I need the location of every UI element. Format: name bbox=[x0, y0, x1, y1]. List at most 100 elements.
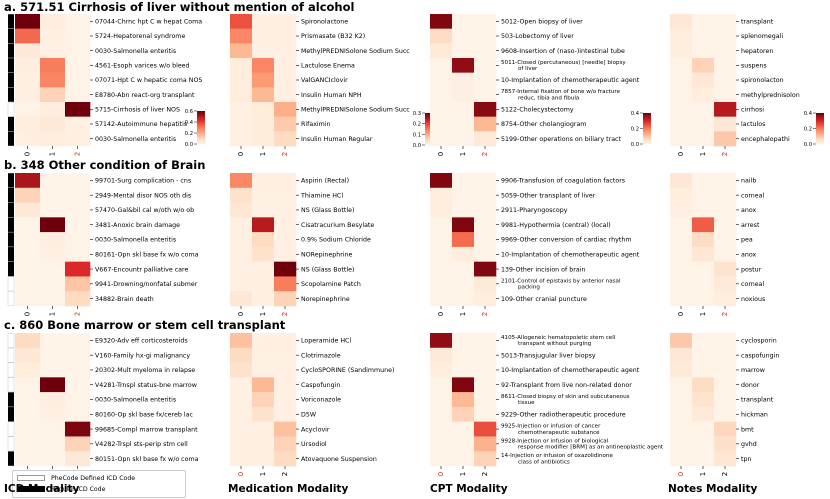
b-medication-cell bbox=[230, 187, 253, 203]
c-cpt-cell bbox=[452, 377, 475, 393]
a-cpt-cell bbox=[430, 28, 453, 44]
c-cpt-cell bbox=[452, 392, 475, 408]
b-notes-x-tick-label: 1 bbox=[699, 312, 707, 316]
c-medication-cell bbox=[230, 347, 253, 363]
a-cpt-colorbar-step bbox=[643, 135, 651, 138]
c-cpt-row-label: 9928-Injection or infusion of biological… bbox=[501, 438, 664, 450]
b-cpt-row-label: 10-Implantation of chemotherapeutic agen… bbox=[501, 251, 640, 258]
b-icd-cell bbox=[40, 202, 66, 218]
c-notes-cell bbox=[670, 347, 693, 363]
a-cpt-cell bbox=[430, 58, 453, 73]
b-icd-cell bbox=[15, 217, 41, 233]
b-notes-cell bbox=[670, 173, 693, 189]
a-icd-row-marker bbox=[8, 28, 14, 44]
c-notes-cell bbox=[714, 392, 737, 408]
a-cpt-colorbar-step bbox=[643, 115, 651, 117]
c-notes-cell bbox=[670, 406, 693, 422]
a-cpt-colorbar-step bbox=[643, 127, 651, 129]
a-medication-row-label: Prismasate (B32 K2) bbox=[301, 33, 365, 40]
a-cpt-x-tick-label: 0 bbox=[437, 152, 445, 156]
b-notes-cell bbox=[692, 246, 715, 262]
a-cpt-row-label: 5011-Closed (percutaneous) [needle] biop… bbox=[501, 60, 626, 72]
b-icd-cell bbox=[15, 261, 41, 277]
a-icd-colorbar-step bbox=[197, 137, 205, 139]
c-icd-row-label: E9320-Adv eff corticosteroids bbox=[95, 338, 188, 345]
c-icd-row-label: V4282-Trspl sts-perip stm cell bbox=[95, 441, 188, 448]
b-icd-cell bbox=[40, 217, 66, 233]
c-notes-x-tick-label: 0 bbox=[677, 472, 685, 476]
c-cpt-cell bbox=[430, 362, 453, 378]
c-notes-cell bbox=[714, 377, 737, 393]
c-cpt-row-label-line1: 9928-Injection or infusion of biological bbox=[501, 438, 609, 444]
b-medication-cell bbox=[252, 187, 275, 203]
a-notes-cell bbox=[714, 58, 737, 73]
a-notes-cell bbox=[692, 102, 715, 117]
b-medication-cell bbox=[230, 232, 253, 248]
a-icd-row-label: 07071-Hpt C w hepatic coma NOS bbox=[95, 77, 202, 84]
c-cpt-row-label-line1: 9925-Injection or infusion of cancer bbox=[501, 424, 601, 430]
a-cpt-cell bbox=[474, 43, 497, 59]
a-cpt-colorbar-step bbox=[643, 138, 651, 141]
a-cpt-cell bbox=[452, 58, 475, 73]
b-icd-cell bbox=[40, 246, 66, 262]
a-medication-cell bbox=[274, 87, 297, 103]
c-medication-row-label: Caspofungin bbox=[301, 382, 340, 389]
b-notes-cell bbox=[714, 173, 737, 189]
a-icd-colorbar-step bbox=[197, 127, 205, 129]
a-medication-cell bbox=[252, 72, 275, 88]
b-notes-cell bbox=[714, 276, 737, 292]
c-cpt-row-label-line1: 14-Injection or infusion of oxazolidinon… bbox=[501, 453, 613, 459]
a-medication-colorbar-step bbox=[425, 126, 433, 129]
b-notes-cell bbox=[670, 261, 693, 277]
a-icd-cell bbox=[40, 43, 66, 59]
a-medication-colorbar-step bbox=[425, 138, 433, 140]
c-icd-row-label: 99685-Compl marrow transplant bbox=[95, 426, 198, 433]
a-medication-cell bbox=[230, 43, 253, 59]
a-notes-colorbar-step bbox=[816, 133, 824, 135]
a-medication-x-tick-label: 1 bbox=[259, 152, 267, 156]
c-icd-row-label: 80160-Op skl base fx/cereb lac bbox=[95, 411, 193, 418]
a-cpt-colorbar-step bbox=[643, 116, 651, 118]
b-icd-cell bbox=[65, 217, 91, 233]
c-icd-row-marker bbox=[8, 451, 14, 466]
b-cpt-row-label: 2101-Control of epistaxis by anterior na… bbox=[501, 278, 621, 290]
a-medication-row-label: Insulin Human NPH bbox=[301, 92, 362, 99]
b-icd-cell bbox=[40, 261, 66, 277]
c-icd-row-marker bbox=[7, 377, 15, 393]
a-medication-colorbar-step bbox=[425, 122, 433, 124]
c-medication-cell bbox=[230, 333, 253, 349]
c-medication-cell bbox=[252, 347, 275, 363]
a-cpt-row-label: 7857-Internal fixation of bone w/o fract… bbox=[501, 89, 621, 101]
b-notes-cell bbox=[714, 202, 737, 218]
b-cpt-cell bbox=[474, 202, 497, 218]
a-notes-row-label: splenomegali bbox=[741, 33, 783, 40]
a-notes-cell bbox=[670, 131, 693, 147]
a-notes-cell bbox=[692, 72, 715, 88]
a-icd-row-label: 4561-Esoph varices w/o bleed bbox=[95, 63, 190, 70]
b-icd-cell bbox=[65, 276, 91, 292]
c-cpt-row-label-line1: 4105-Allogeneic hematopoietic stem cell bbox=[501, 335, 616, 341]
a-icd-cell bbox=[65, 102, 91, 117]
b-icd-cell bbox=[65, 291, 91, 307]
a-medication-colorbar-step bbox=[425, 132, 433, 134]
a-notes-cell bbox=[670, 43, 693, 59]
a-icd-colorbar-tick-label: 0.0 bbox=[185, 142, 193, 148]
a-icd-cell bbox=[65, 116, 91, 132]
c-medication-cell bbox=[274, 362, 297, 378]
b-icd-cell bbox=[15, 187, 41, 203]
c-cpt-cell bbox=[452, 362, 475, 378]
c-icd-cell bbox=[65, 392, 91, 408]
a-medication-x-tick-label: 0 bbox=[237, 152, 245, 156]
a-icd-colorbar-step bbox=[197, 128, 205, 130]
a-icd-row-label: 0030-Salmonella enteritis bbox=[95, 136, 176, 143]
a-icd-colorbar-step bbox=[197, 136, 205, 138]
c-icd-cell bbox=[65, 362, 91, 378]
c-icd-row-marker bbox=[8, 392, 14, 407]
a-notes-colorbar-step bbox=[816, 128, 824, 130]
b-cpt-cell bbox=[430, 187, 453, 203]
b-cpt-row-label: 109-Other cranial puncture bbox=[501, 296, 587, 303]
c-icd-cell bbox=[15, 377, 41, 393]
c-icd-cell bbox=[40, 421, 66, 437]
b-icd-cell bbox=[40, 276, 66, 292]
b-icd-row-marker bbox=[8, 173, 14, 188]
